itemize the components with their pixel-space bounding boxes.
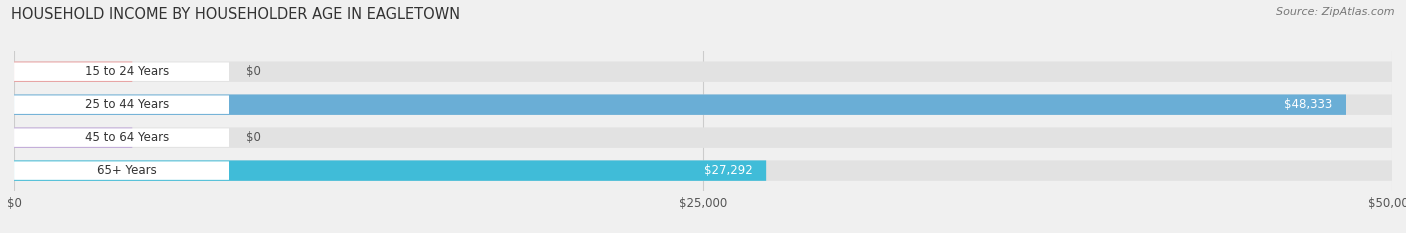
Text: Source: ZipAtlas.com: Source: ZipAtlas.com [1277, 7, 1395, 17]
Text: 15 to 24 Years: 15 to 24 Years [84, 65, 169, 78]
Text: $48,333: $48,333 [1284, 98, 1333, 111]
FancyBboxPatch shape [14, 96, 229, 114]
FancyBboxPatch shape [14, 62, 132, 82]
FancyBboxPatch shape [14, 161, 229, 180]
FancyBboxPatch shape [14, 62, 229, 81]
FancyBboxPatch shape [14, 160, 766, 181]
FancyBboxPatch shape [14, 127, 132, 148]
FancyBboxPatch shape [14, 127, 1392, 148]
FancyBboxPatch shape [14, 94, 1346, 115]
Text: HOUSEHOLD INCOME BY HOUSEHOLDER AGE IN EAGLETOWN: HOUSEHOLD INCOME BY HOUSEHOLDER AGE IN E… [11, 7, 460, 22]
Text: 25 to 44 Years: 25 to 44 Years [84, 98, 169, 111]
Text: $0: $0 [246, 65, 260, 78]
Text: $27,292: $27,292 [703, 164, 752, 177]
FancyBboxPatch shape [14, 94, 1392, 115]
FancyBboxPatch shape [14, 62, 1392, 82]
Text: $0: $0 [246, 131, 260, 144]
Text: 65+ Years: 65+ Years [97, 164, 157, 177]
Text: 45 to 64 Years: 45 to 64 Years [84, 131, 169, 144]
FancyBboxPatch shape [14, 160, 1392, 181]
FancyBboxPatch shape [14, 128, 229, 147]
